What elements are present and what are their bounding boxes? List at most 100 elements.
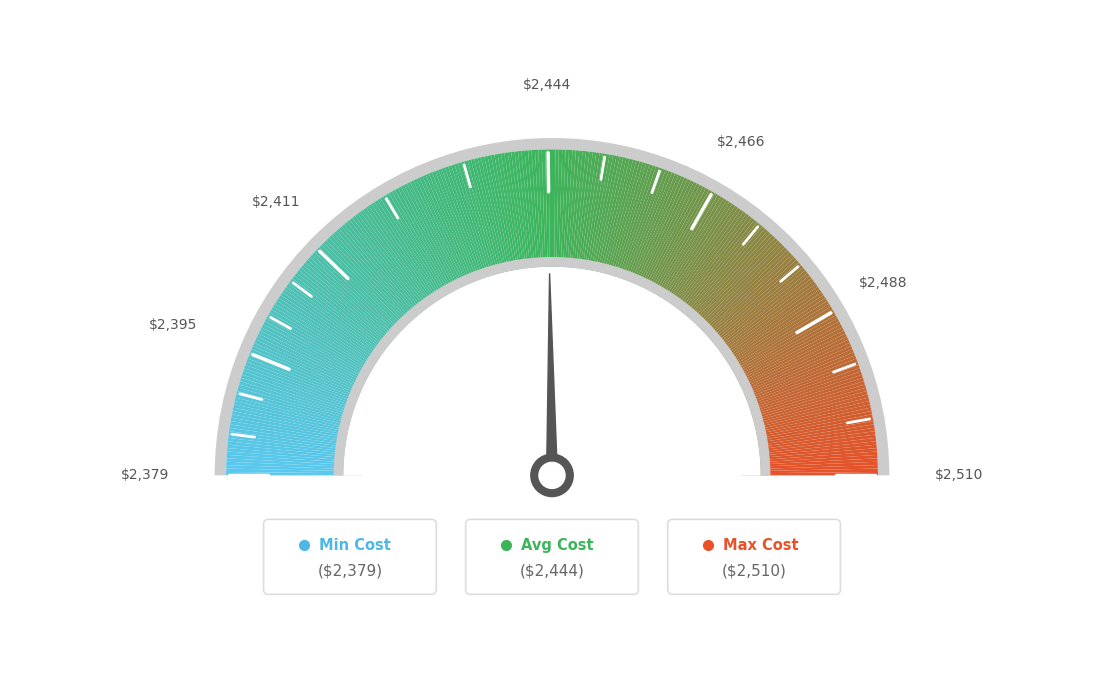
- Text: $2,510: $2,510: [935, 469, 984, 482]
- Wedge shape: [389, 191, 459, 312]
- Wedge shape: [378, 198, 453, 316]
- Wedge shape: [661, 210, 744, 322]
- Wedge shape: [713, 306, 832, 379]
- Wedge shape: [739, 424, 874, 448]
- Wedge shape: [722, 333, 847, 395]
- Wedge shape: [686, 245, 785, 343]
- FancyBboxPatch shape: [466, 520, 638, 594]
- Wedge shape: [478, 157, 511, 291]
- Wedge shape: [542, 150, 548, 286]
- Wedge shape: [702, 278, 814, 363]
- Wedge shape: [438, 169, 488, 298]
- Text: ($2,379): ($2,379): [317, 564, 382, 579]
- Wedge shape: [275, 301, 392, 376]
- Wedge shape: [295, 273, 404, 359]
- Wedge shape: [238, 381, 371, 423]
- Wedge shape: [269, 309, 390, 381]
- Wedge shape: [268, 313, 389, 382]
- Wedge shape: [729, 359, 858, 409]
- Wedge shape: [697, 265, 803, 355]
- Wedge shape: [321, 242, 420, 342]
- Wedge shape: [312, 253, 414, 348]
- Wedge shape: [677, 231, 771, 335]
- Wedge shape: [234, 401, 368, 434]
- Wedge shape: [426, 174, 480, 301]
- Wedge shape: [455, 164, 498, 295]
- Wedge shape: [660, 208, 741, 322]
- Wedge shape: [363, 208, 444, 322]
- FancyBboxPatch shape: [264, 520, 436, 594]
- Wedge shape: [595, 158, 629, 292]
- Wedge shape: [347, 220, 435, 328]
- Wedge shape: [518, 151, 534, 287]
- Wedge shape: [233, 404, 368, 436]
- Wedge shape: [485, 156, 514, 290]
- Wedge shape: [668, 218, 754, 327]
- Wedge shape: [707, 286, 819, 368]
- Wedge shape: [285, 286, 397, 368]
- Wedge shape: [535, 150, 544, 286]
- Wedge shape: [488, 155, 517, 290]
- Wedge shape: [299, 268, 406, 357]
- Wedge shape: [277, 298, 393, 374]
- Wedge shape: [230, 428, 365, 450]
- Wedge shape: [669, 220, 757, 328]
- Wedge shape: [709, 292, 824, 371]
- Wedge shape: [592, 157, 623, 291]
- Wedge shape: [597, 159, 633, 293]
- Wedge shape: [587, 155, 616, 290]
- Circle shape: [539, 462, 565, 489]
- Wedge shape: [684, 242, 783, 342]
- Wedge shape: [732, 375, 863, 419]
- Wedge shape: [319, 245, 418, 343]
- Wedge shape: [740, 444, 877, 460]
- Wedge shape: [231, 417, 365, 444]
- Wedge shape: [226, 455, 363, 466]
- Wedge shape: [448, 166, 493, 296]
- Wedge shape: [699, 270, 807, 358]
- Wedge shape: [719, 322, 841, 388]
- Wedge shape: [625, 175, 681, 302]
- Wedge shape: [630, 179, 691, 304]
- Wedge shape: [731, 371, 862, 417]
- Wedge shape: [606, 164, 649, 295]
- Wedge shape: [481, 157, 512, 291]
- Wedge shape: [654, 200, 730, 317]
- Wedge shape: [226, 472, 363, 475]
- Wedge shape: [627, 176, 684, 303]
- Wedge shape: [246, 359, 375, 409]
- Wedge shape: [241, 375, 372, 419]
- Wedge shape: [741, 451, 878, 464]
- Wedge shape: [675, 226, 765, 333]
- Wedge shape: [413, 179, 474, 304]
- Wedge shape: [692, 257, 796, 351]
- Wedge shape: [681, 238, 777, 339]
- Wedge shape: [667, 216, 752, 326]
- Wedge shape: [554, 150, 559, 286]
- Wedge shape: [616, 169, 666, 298]
- Wedge shape: [672, 224, 763, 331]
- Wedge shape: [392, 190, 461, 310]
- Wedge shape: [549, 150, 552, 286]
- Wedge shape: [643, 190, 712, 310]
- Wedge shape: [585, 155, 613, 290]
- Wedge shape: [651, 198, 726, 316]
- Wedge shape: [360, 210, 443, 322]
- Wedge shape: [380, 197, 454, 315]
- Wedge shape: [582, 153, 606, 289]
- Wedge shape: [227, 438, 364, 455]
- Wedge shape: [680, 235, 775, 337]
- Wedge shape: [343, 267, 761, 475]
- Wedge shape: [528, 150, 540, 287]
- Wedge shape: [633, 181, 693, 305]
- Wedge shape: [710, 295, 826, 373]
- Text: $2,395: $2,395: [149, 318, 197, 332]
- Wedge shape: [344, 222, 433, 330]
- Wedge shape: [280, 292, 395, 371]
- Wedge shape: [648, 195, 721, 314]
- Wedge shape: [235, 394, 369, 431]
- Wedge shape: [712, 301, 829, 376]
- Wedge shape: [733, 384, 866, 424]
- Wedge shape: [603, 161, 643, 294]
- Wedge shape: [432, 171, 485, 299]
